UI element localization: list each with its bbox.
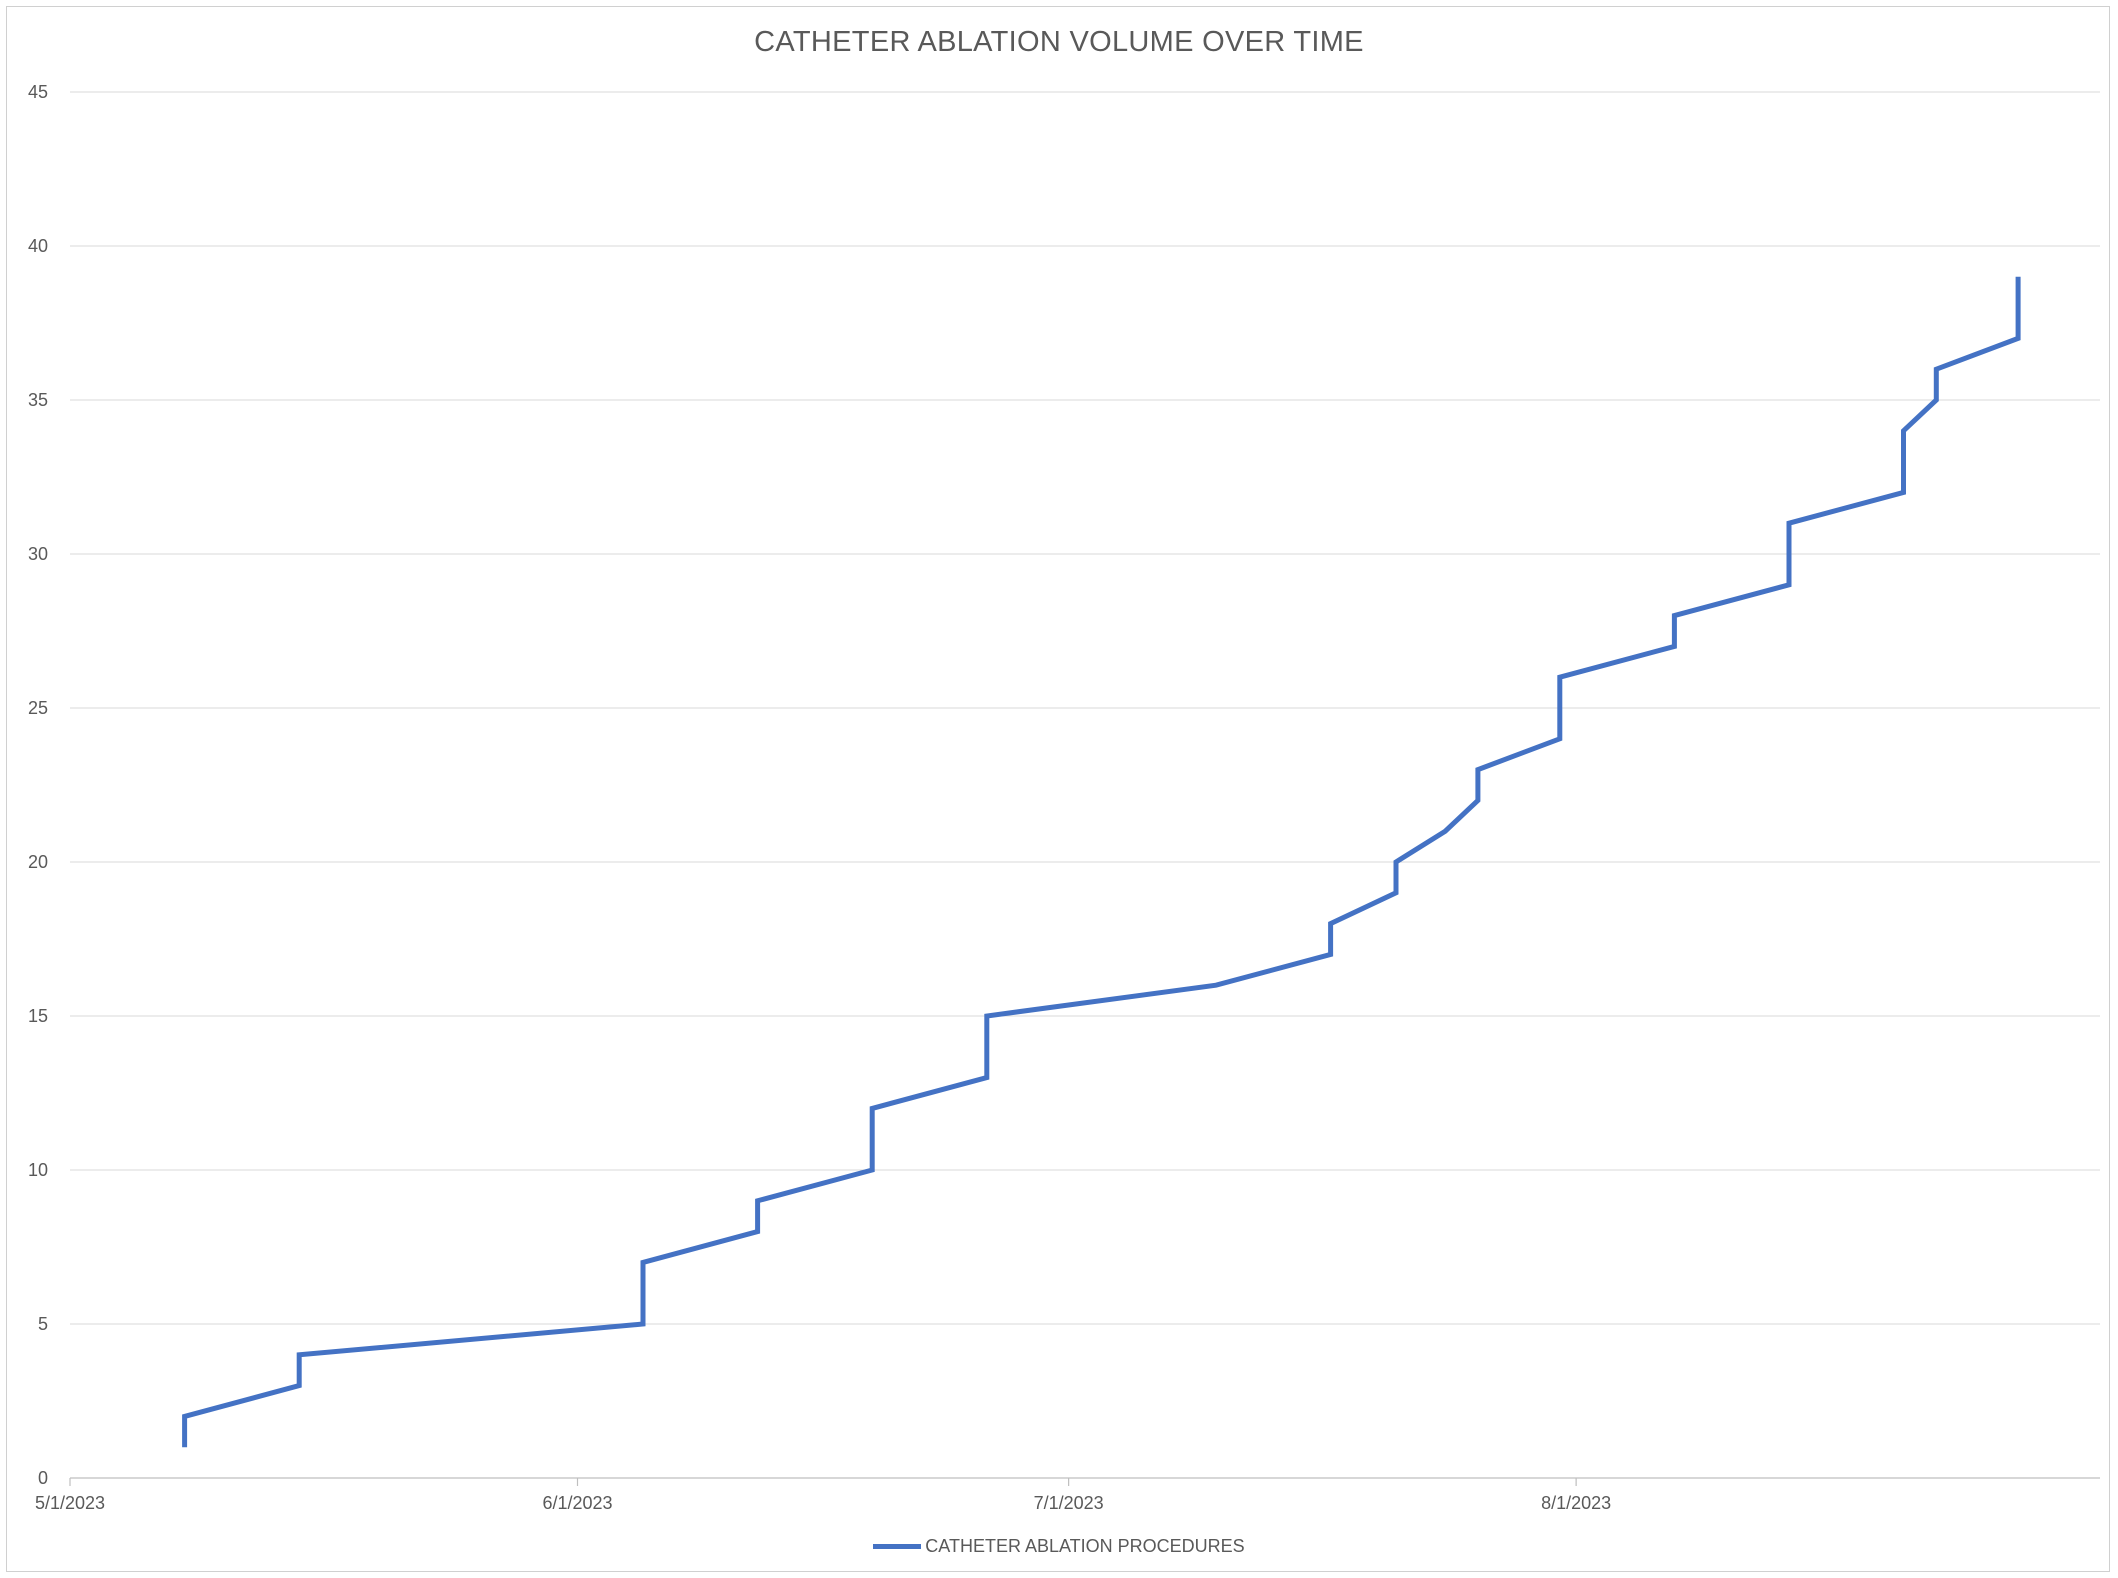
x-tick-label-3: 8/1/2023 <box>1541 1493 1611 1513</box>
y-tick-label-20: 20 <box>28 852 48 872</box>
x-tick-label-2: 7/1/2023 <box>1034 1493 1104 1513</box>
y-tick-label-15: 15 <box>28 1006 48 1026</box>
x-tick-label-0: 5/1/2023 <box>35 1493 105 1513</box>
y-tick-label-40: 40 <box>28 236 48 256</box>
axes <box>69 1477 2100 1486</box>
y-tick-label-30: 30 <box>28 544 48 564</box>
y-tick-label-0: 0 <box>38 1468 48 1488</box>
chart-frame <box>6 6 2110 1572</box>
y-tick-label-10: 10 <box>28 1160 48 1180</box>
chart-title: CATHETER ABLATION VOLUME OVER TIME <box>754 26 1364 58</box>
gridlines <box>70 91 2100 1325</box>
y-axis-tick-labels: 0 5 10 15 20 25 30 35 40 45 <box>28 82 48 1488</box>
legend-swatch <box>873 1544 922 1549</box>
x-tick-label-1: 6/1/2023 <box>542 1493 612 1513</box>
x-axis-tick-labels: 5/1/2023 6/1/2023 7/1/2023 8/1/2023 <box>35 1493 1611 1513</box>
y-tick-label-5: 5 <box>38 1314 48 1334</box>
series-line-0 <box>182 276 2021 1448</box>
legend-label: CATHETER ABLATION PROCEDURES <box>925 1536 1245 1556</box>
legend: CATHETER ABLATION PROCEDURES <box>0 1536 2118 1557</box>
series-lines <box>182 276 2021 1448</box>
y-tick-label-25: 25 <box>28 698 48 718</box>
y-tick-label-45: 45 <box>28 82 48 102</box>
y-tick-label-35: 35 <box>28 390 48 410</box>
